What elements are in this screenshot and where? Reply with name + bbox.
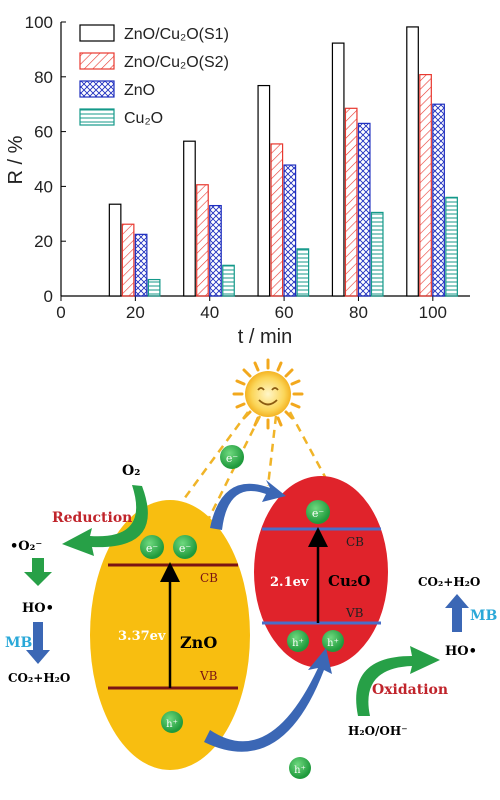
cu2o-cb-label: CB [346,535,364,549]
zno-vb-label: VB [199,669,218,683]
y-axis-ticks: 0 20 40 60 80 100 [25,13,66,306]
cu2o-band-gap-label: 2.1ev [270,575,309,590]
electron-incoming: e⁻ [220,445,244,469]
legend-swatch [79,52,115,70]
photocatalysis-mechanism-diagram: CB VB 3.37ev ZnO CB VB 2.1ev Cu₂O e⁻ e⁻ … [5,358,497,779]
legend-label: ZnO [124,82,155,99]
bar-groups [108,26,458,297]
reduction-arrow [62,485,148,556]
x-tick-label: 80 [349,303,368,322]
sun-icon [232,358,304,430]
reduction-label: Reduction [52,510,132,526]
blue-down-arrow-left [26,622,50,664]
bar-2-40 [209,204,222,297]
x-tick-label: 40 [200,303,219,322]
svg-text:e⁻: e⁻ [226,452,239,465]
legend-label: ZnO/Cu₂O(S2) [124,54,229,71]
zno-label: ZnO [180,633,217,652]
y-tick-label: 60 [34,123,53,142]
bar-1-20 [121,223,135,297]
green-down-arrow-left [24,558,52,586]
y-tick-label: 80 [34,68,53,87]
ho-label-right: HO• [445,644,477,659]
x-tick-label: 60 [275,303,294,322]
co2-water-label-left: CO₂+H₂O [8,671,70,685]
superoxide-label: •O₂⁻ [10,539,42,554]
chart-legend: ZnO/Cu₂O(S1) ZnO/Cu₂O(S2) ZnO Cu₂O [79,24,229,127]
oxidation-arrow [356,646,440,716]
co2-water-label-right: CO₂+H₂O [418,575,480,589]
ho-label-left: HO• [22,601,54,616]
zno-band-gap-label: 3.37ev [118,629,166,644]
svg-text:h⁺: h⁺ [294,765,306,776]
x-tick-label: 100 [419,303,447,322]
bar-1-60 [270,143,284,297]
svg-text:h⁺: h⁺ [327,638,339,649]
bar-1-40 [196,184,209,297]
y-tick-label: 100 [25,13,53,32]
water-hydroxide-label: H₂O/OH⁻ [348,724,408,738]
bar-2-100 [432,103,445,297]
cu2o-particle [254,476,388,668]
bar-0-40 [183,140,196,297]
y-tick-label: 0 [44,287,53,306]
blue-up-arrow-right [445,594,469,632]
x-tick-label: 20 [126,303,145,322]
bar-1-80 [344,107,358,297]
bar-0-80 [331,42,345,297]
bar-0-100 [406,26,419,297]
hole-zno-vb: h⁺ [161,711,183,733]
bar-3-40 [222,264,235,297]
bar-0-20 [108,203,122,297]
hole-cu2o-vb-1: h⁺ [287,630,309,652]
o2-label: O₂ [122,463,140,479]
svg-text:e⁻: e⁻ [179,542,192,555]
bar-0-60 [257,84,271,297]
mb-label-right: MB [470,608,497,624]
bar-3-20 [147,278,161,297]
oxidation-label: Oxidation [372,682,448,698]
svg-text:e⁻: e⁻ [312,507,325,520]
x-axis-label: t / min [238,326,292,348]
bar-2-20 [134,233,148,297]
legend-swatch [79,24,115,42]
x-axis-ticks: 0 20 40 60 80 100 [56,296,447,322]
electron-cu2o-cb: e⁻ [306,500,330,524]
bar-2-60 [283,164,297,297]
cu2o-vb-label: VB [345,606,364,620]
zno-cb-label: CB [200,571,218,585]
legend-label: ZnO/Cu₂O(S1) [124,26,229,43]
bar-3-60 [296,248,310,297]
svg-text:e⁻: e⁻ [146,542,159,555]
bar-3-80 [370,211,384,297]
cu2o-label: Cu₂O [328,572,370,590]
y-tick-label: 20 [34,232,53,251]
electron-zno-cb-2: e⁻ [173,535,197,559]
y-tick-label: 40 [34,177,53,196]
legend-swatch [79,108,115,126]
legend-label: Cu₂O [124,110,163,127]
svg-text:h⁺: h⁺ [292,638,304,649]
bar-3-100 [445,196,458,297]
hole-cu2o-vb-2: h⁺ [322,630,344,652]
legend-swatch [79,80,115,98]
mb-label-left: MB [5,635,32,651]
x-tick-label: 0 [56,303,65,322]
bar-2-80 [357,122,371,297]
hole-transfer-arrow [204,648,332,752]
electron-zno-cb-1: e⁻ [140,535,164,559]
electron-transfer-arrow [210,480,286,530]
bar-1-100 [419,74,432,297]
hole-outgoing: h⁺ [289,757,311,779]
svg-text:h⁺: h⁺ [166,719,178,730]
y-axis-label: R / % [5,135,27,184]
